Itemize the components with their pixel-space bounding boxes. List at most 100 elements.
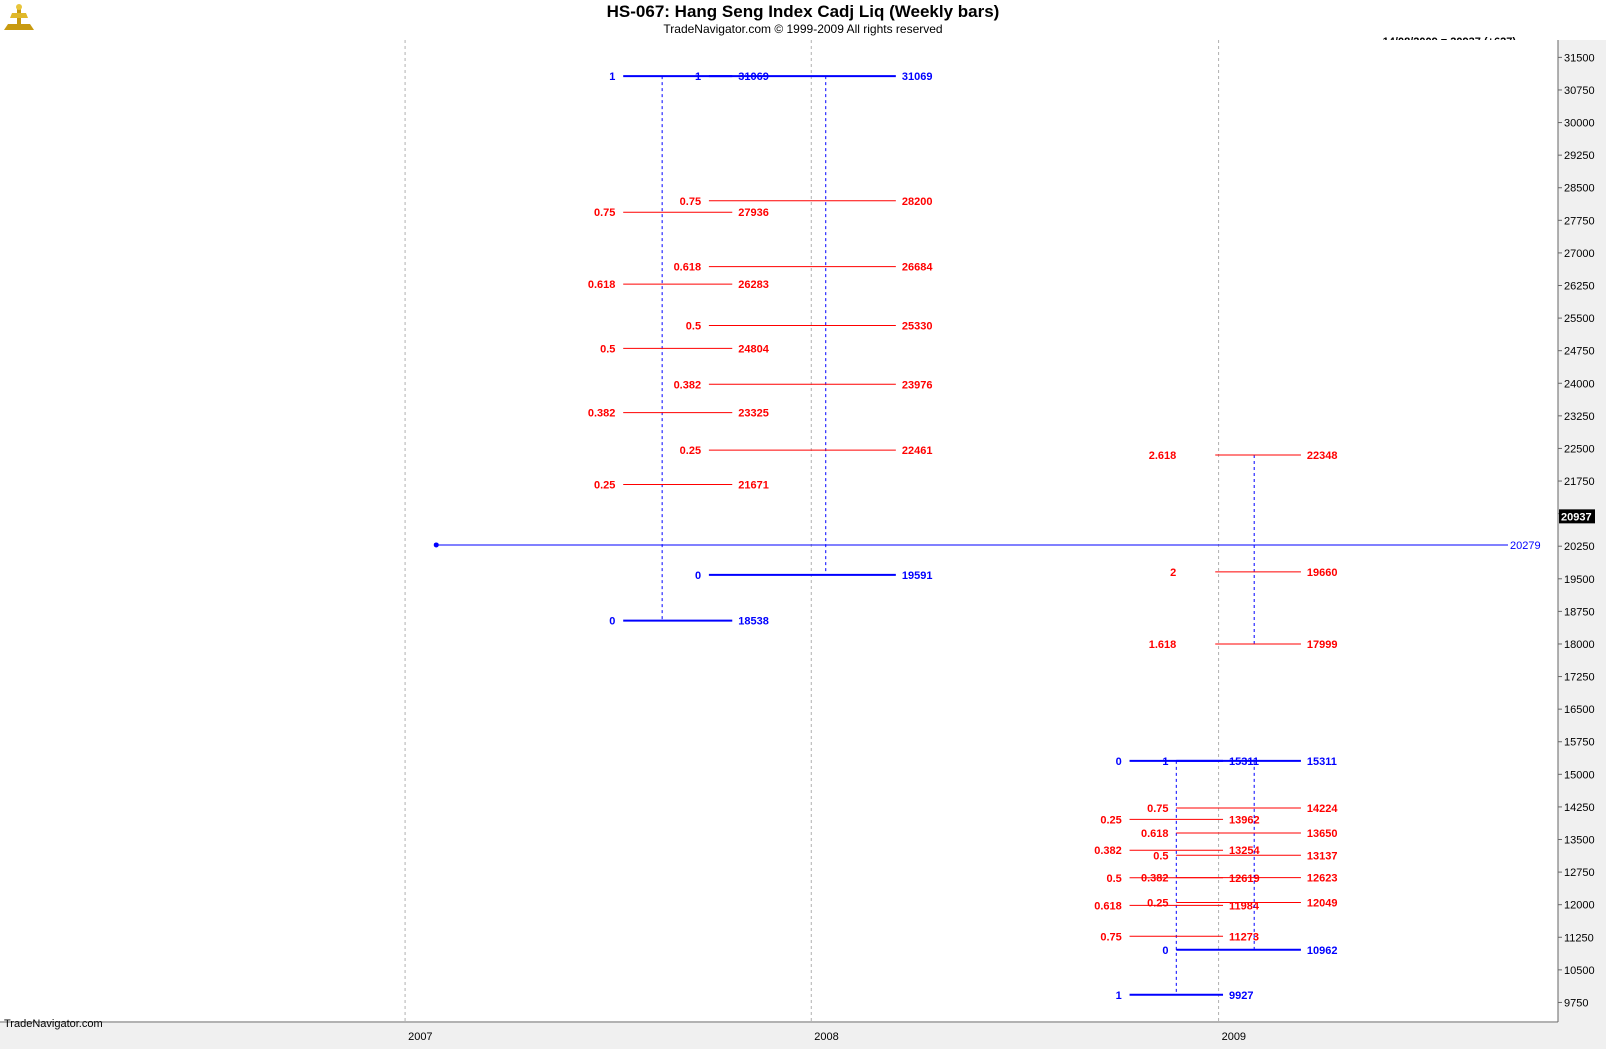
y-tick-label: 15750	[1564, 737, 1595, 749]
fib-ratio-label: 0.75	[680, 196, 701, 208]
fib-ratio-label: 0.75	[1100, 931, 1121, 943]
y-tick-label: 19500	[1564, 574, 1595, 586]
fib-value-label: 17999	[1307, 639, 1338, 651]
y-tick-label: 12000	[1564, 900, 1595, 912]
y-tick-label: 16500	[1564, 704, 1595, 716]
fib-value-label: 19660	[1307, 567, 1338, 579]
y-tick-label: 26250	[1564, 281, 1595, 293]
y-tick-label: 30000	[1564, 118, 1595, 130]
y-tick-label: 18000	[1564, 639, 1595, 651]
fib-value-label: 26684	[902, 262, 933, 274]
fib-ratio-label: 0.5	[1153, 850, 1168, 862]
fib-ratio-label: 0.618	[1141, 828, 1169, 840]
fib-value-label: 23976	[902, 379, 933, 391]
fib-ratio-label: 0	[1116, 756, 1122, 768]
y-tick-label: 25500	[1564, 313, 1595, 325]
last-price-marker	[1559, 509, 1595, 524]
x-axis-background	[0, 1023, 1606, 1049]
y-tick-label: 23250	[1564, 411, 1595, 423]
fib-ratio-label: 0.25	[680, 445, 701, 457]
y-tick-label: 30750	[1564, 85, 1595, 97]
y-tick-label: 27000	[1564, 248, 1595, 260]
fib-value-label: 21671	[738, 479, 769, 491]
fib-ratio-label: 0.5	[1106, 873, 1121, 885]
fib-value-label: 31069	[902, 71, 933, 83]
fib-value-label: 9927	[1229, 990, 1253, 1002]
x-tick-label: 2007	[408, 1031, 432, 1043]
y-tick-label: 22500	[1564, 443, 1595, 455]
footer-brand: TradeNavigator.com	[4, 1018, 103, 1030]
fib-ratio-label: 0.618	[674, 262, 702, 274]
fib-value-label: 18538	[738, 616, 769, 628]
fib-value-label: 19591	[902, 570, 933, 582]
fib-ratio-label: 0.618	[1094, 900, 1122, 912]
y-tick-label: 15000	[1564, 769, 1595, 781]
y-tick-label: 11250	[1564, 932, 1594, 944]
fib-ratio-label: 1	[1162, 756, 1168, 768]
y-tick-label: 29250	[1564, 150, 1595, 162]
fib-ratio-label: 0.75	[594, 207, 615, 219]
last-price-label: 20937	[1561, 511, 1592, 523]
fib-value-label: 13254	[1229, 845, 1260, 857]
fib-value-label: 28200	[902, 196, 933, 208]
fib-ratio-label: 1	[695, 71, 701, 83]
y-tick-label: 18750	[1564, 606, 1595, 618]
y-tick-label: 14250	[1564, 802, 1595, 814]
fib-ratio-label: 0.5	[686, 320, 701, 332]
fib-value-label: 11984	[1229, 900, 1260, 912]
fib-ratio-label: 0.382	[1094, 845, 1122, 857]
fib-value-label: 12619	[1229, 873, 1260, 885]
y-tick-label: 27750	[1564, 215, 1595, 227]
fib-ratio-label: 0.25	[594, 479, 615, 491]
fib-ratio-label: 0.618	[588, 279, 616, 291]
y-tick-label: 24750	[1564, 346, 1595, 358]
fib-ratio-label: 0.25	[1100, 814, 1121, 826]
fib-value-label: 27936	[738, 207, 769, 219]
fib-value-label: 22461	[902, 445, 933, 457]
y-tick-label: 28500	[1564, 183, 1595, 195]
y-tick-label: 10500	[1564, 965, 1595, 977]
fib-ratio-label: 0.382	[674, 379, 702, 391]
y-axis-background	[1558, 40, 1606, 1032]
plot-background	[0, 40, 1558, 1022]
fib-value-label: 22348	[1307, 450, 1338, 462]
fib-ratio-label: 0.5	[600, 343, 615, 355]
fib-ratio-label: 1	[1116, 990, 1122, 1002]
fib-value-label: 11273	[1229, 931, 1259, 943]
fib-ratio-label: 0.75	[1147, 803, 1168, 815]
fib-ratio-label: 2	[1170, 567, 1176, 579]
fib-ratio-label: 0	[695, 570, 701, 582]
fib-value-label: 12623	[1307, 873, 1338, 885]
fib-value-label: 12049	[1307, 898, 1338, 910]
fib-value-label: 13650	[1307, 828, 1338, 840]
reference-line-anchor	[433, 542, 439, 548]
y-tick-label: 12750	[1564, 867, 1595, 879]
fib-value-label: 14224	[1307, 803, 1338, 815]
x-tick-label: 2009	[1222, 1031, 1246, 1043]
y-tick-label: 9750	[1564, 997, 1588, 1009]
y-tick-label: 13500	[1564, 835, 1595, 847]
fib-ratio-label: 0.382	[588, 408, 616, 420]
fib-value-label: 23325	[738, 408, 769, 420]
fib-ratio-label: 0	[1162, 945, 1168, 957]
chart-title: HS-067: Hang Seng Index Cadj Liq (Weekly…	[606, 2, 1000, 21]
fib-value-label: 26283	[738, 279, 769, 291]
y-tick-label: 17250	[1564, 672, 1595, 684]
x-tick-label: 2008	[814, 1031, 838, 1043]
fib-ratio-label: 1.618	[1149, 639, 1177, 651]
fib-ratio-label: 1	[609, 71, 615, 83]
y-tick-label: 24000	[1564, 378, 1595, 390]
fib-value-label: 10962	[1307, 945, 1338, 957]
fib-value-label: 13962	[1229, 814, 1260, 826]
fib-ratio-label: 0.25	[1147, 898, 1168, 910]
fib-ratio-label: 2.618	[1149, 450, 1177, 462]
copyright-subtitle: TradeNavigator.com © 1999-2009 All right…	[663, 22, 943, 36]
y-tick-label: 31500	[1564, 52, 1595, 64]
y-tick-label: 21750	[1564, 476, 1595, 488]
reference-line-label: 20279	[1510, 540, 1541, 552]
trade-navigator-logo-icon	[4, 4, 34, 30]
fib-value-label: 13137	[1307, 850, 1338, 862]
fib-value-label: 24804	[738, 343, 769, 355]
fib-value-label: 15311	[1307, 756, 1337, 768]
